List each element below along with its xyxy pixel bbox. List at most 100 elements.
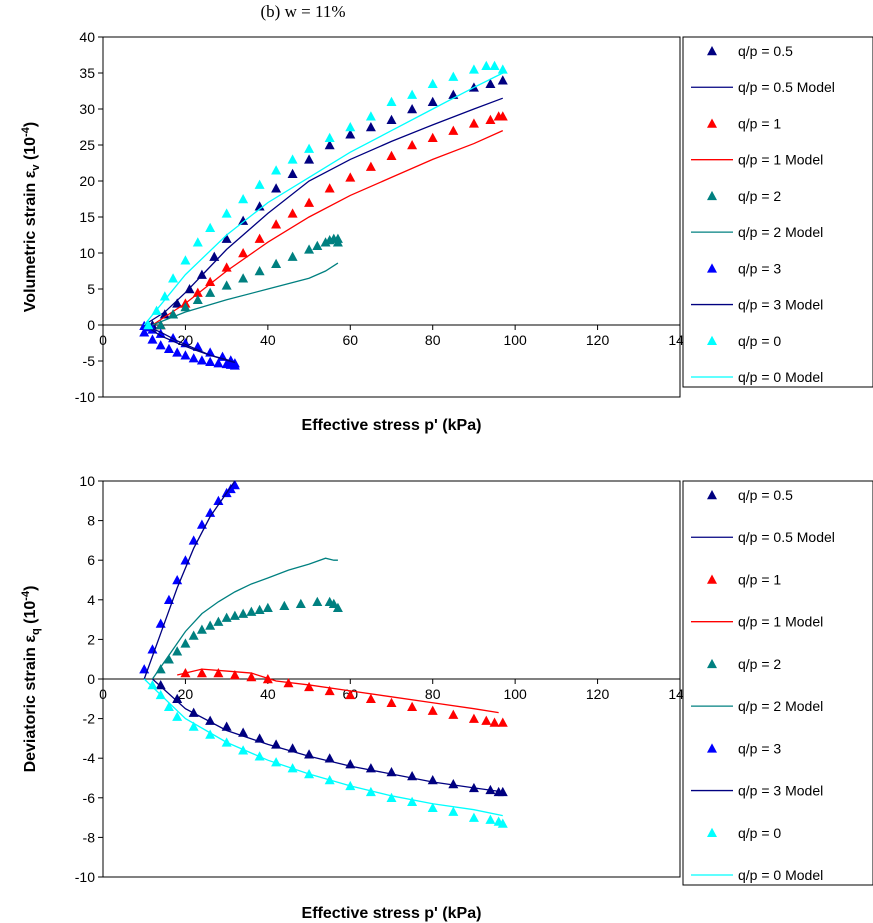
legend-box xyxy=(682,480,873,886)
data-point-q-p-2 xyxy=(287,251,298,261)
series-line-q-p-3-model xyxy=(143,480,236,680)
data-point-q-p-2 xyxy=(312,240,323,251)
data-point-q-p-2 xyxy=(332,602,343,612)
data-point-q-p-0-5 xyxy=(238,727,249,737)
data-point-q-p-1 xyxy=(497,111,508,121)
y-tick-label: -10 xyxy=(75,389,95,405)
data-point-q-p-2 xyxy=(254,266,265,276)
data-point-q-p-0-5 xyxy=(172,693,183,704)
legend-label: q/p = 0.5 Model xyxy=(738,529,835,545)
series-layer xyxy=(139,60,508,370)
y-tick-label: 6 xyxy=(87,552,95,568)
series-line-q-p-2-model xyxy=(152,262,339,326)
data-point-q-p-0 xyxy=(287,154,298,164)
data-point-q-p-1 xyxy=(324,183,335,193)
data-point-q-p-2 xyxy=(192,294,203,305)
data-point-q-p-0-5 xyxy=(238,215,249,225)
legend-label: q/p = 1 Model xyxy=(738,152,823,168)
x-axis-label: Effective stress p' (kPa) xyxy=(302,417,482,434)
data-point-q-p-0 xyxy=(147,679,158,690)
data-point-q-p-2 xyxy=(279,600,290,610)
y-tick-label: 30 xyxy=(79,101,95,117)
y-tick-label: 10 xyxy=(79,245,95,261)
legend-label: q/p = 0 Model xyxy=(738,867,823,883)
data-point-q-p-1 xyxy=(229,670,240,680)
data-point-q-p-0 xyxy=(407,796,418,807)
data-point-q-p-0 xyxy=(238,194,249,204)
data-point-q-p-0 xyxy=(163,701,174,711)
data-point-q-p-3 xyxy=(155,328,166,338)
data-point-q-p-0 xyxy=(448,806,459,816)
legend-swatch-marker xyxy=(707,743,717,753)
data-point-q-p-0 xyxy=(468,812,479,822)
data-point-q-p-3 xyxy=(163,594,174,605)
legend-label: q/p = 0 Model xyxy=(738,369,823,385)
data-point-q-p-0 xyxy=(172,711,183,721)
data-point-q-p-0 xyxy=(427,802,438,812)
x-tick-label: 40 xyxy=(260,332,276,348)
data-point-q-p-0-5 xyxy=(209,251,220,261)
data-point-q-p-0 xyxy=(304,143,315,153)
chart-2: 020406080100120140-10-8-6-4-20246810Effe… xyxy=(20,473,873,922)
y-tick-label: 8 xyxy=(87,513,95,529)
data-point-q-p-2 xyxy=(332,237,343,247)
data-point-q-p-0 xyxy=(386,792,397,803)
data-point-q-p-1 xyxy=(386,150,397,161)
data-point-q-p-3 xyxy=(188,353,199,363)
data-point-q-p-1 xyxy=(407,701,418,711)
data-point-q-p-1 xyxy=(304,681,315,692)
data-point-q-p-1 xyxy=(481,715,492,725)
data-point-q-p-3 xyxy=(205,507,216,517)
series-line-q-p-0-model xyxy=(143,678,503,817)
data-point-q-p-1 xyxy=(386,697,397,708)
data-point-q-p-2 xyxy=(172,646,183,656)
data-point-q-p-3 xyxy=(147,644,158,654)
y-tick-label: -6 xyxy=(83,790,96,806)
legend-label: q/p = 2 Model xyxy=(738,698,823,714)
data-point-q-p-2 xyxy=(213,616,224,626)
x-tick-label: 80 xyxy=(425,332,441,348)
y-tick-label: 0 xyxy=(87,317,95,333)
data-point-q-p-1 xyxy=(448,125,459,135)
y-tick-label: -2 xyxy=(83,711,96,727)
data-point-q-p-0-5 xyxy=(221,233,232,243)
legend-box xyxy=(682,36,873,388)
y-tick-label: 20 xyxy=(79,173,95,189)
data-point-q-p-0-5 xyxy=(324,140,335,150)
data-point-q-p-1 xyxy=(246,672,257,682)
series-line-q-p-1-model xyxy=(152,130,504,326)
data-point-q-p-0 xyxy=(386,96,397,107)
data-point-q-p-3 xyxy=(229,479,240,490)
legend-label: q/p = 0.5 Model xyxy=(738,79,835,95)
x-tick-label: 60 xyxy=(342,332,358,348)
data-point-q-p-3 xyxy=(172,347,183,357)
data-point-q-p-0 xyxy=(254,179,265,189)
data-point-q-p-1 xyxy=(324,685,335,696)
data-point-q-p-0-5 xyxy=(159,309,170,319)
data-point-q-p-2 xyxy=(205,620,216,630)
legend-swatch-marker xyxy=(707,658,717,669)
data-point-q-p-1 xyxy=(192,287,203,297)
y-tick-label: 15 xyxy=(79,209,95,225)
data-point-q-p-3 xyxy=(147,334,158,344)
data-point-q-p-2 xyxy=(312,596,323,607)
legend-swatch-marker xyxy=(707,335,717,346)
y-axis-label: Deviatoric strain εq (10-4) xyxy=(20,586,42,773)
y-tick-label: 10 xyxy=(79,473,95,489)
data-point-q-p-0-5 xyxy=(386,114,397,125)
data-point-q-p-1 xyxy=(345,172,356,182)
data-point-q-p-0 xyxy=(468,64,479,74)
legend-label: q/p = 0 xyxy=(738,825,781,841)
data-point-q-p-0-5 xyxy=(287,168,298,179)
data-point-q-p-1 xyxy=(205,276,216,287)
data-point-q-p-1 xyxy=(427,132,438,143)
data-point-q-p-1 xyxy=(287,208,298,218)
data-point-q-p-0 xyxy=(188,721,199,731)
chart-1: 020406080100120140-10-50510152025303540E… xyxy=(20,29,873,434)
data-point-q-p-1 xyxy=(407,140,418,150)
data-point-q-p-1 xyxy=(213,668,224,678)
legend-label: q/p = 3 Model xyxy=(738,783,823,799)
data-point-q-p-0 xyxy=(287,763,298,773)
data-point-q-p-3 xyxy=(139,327,150,337)
data-point-q-p-3 xyxy=(213,495,224,506)
